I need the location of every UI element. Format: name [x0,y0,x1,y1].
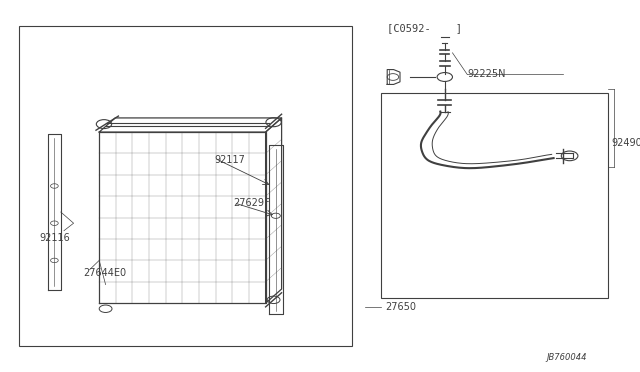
Text: [C0592-    ]: [C0592- ] [387,23,462,33]
Text: 92490: 92490 [611,138,640,148]
Text: 92117: 92117 [214,155,245,165]
Text: JB760044: JB760044 [546,353,587,362]
Text: 92116: 92116 [39,233,70,243]
Text: 92225N: 92225N [467,70,506,79]
Text: 27644E0: 27644E0 [83,269,126,278]
Text: 27650: 27650 [385,302,416,312]
Text: 27629F: 27629F [234,198,270,208]
Bar [381,93,608,298]
Bar [19,26,352,346]
